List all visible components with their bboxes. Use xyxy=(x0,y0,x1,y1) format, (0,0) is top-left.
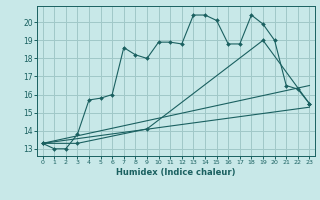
X-axis label: Humidex (Indice chaleur): Humidex (Indice chaleur) xyxy=(116,168,236,177)
